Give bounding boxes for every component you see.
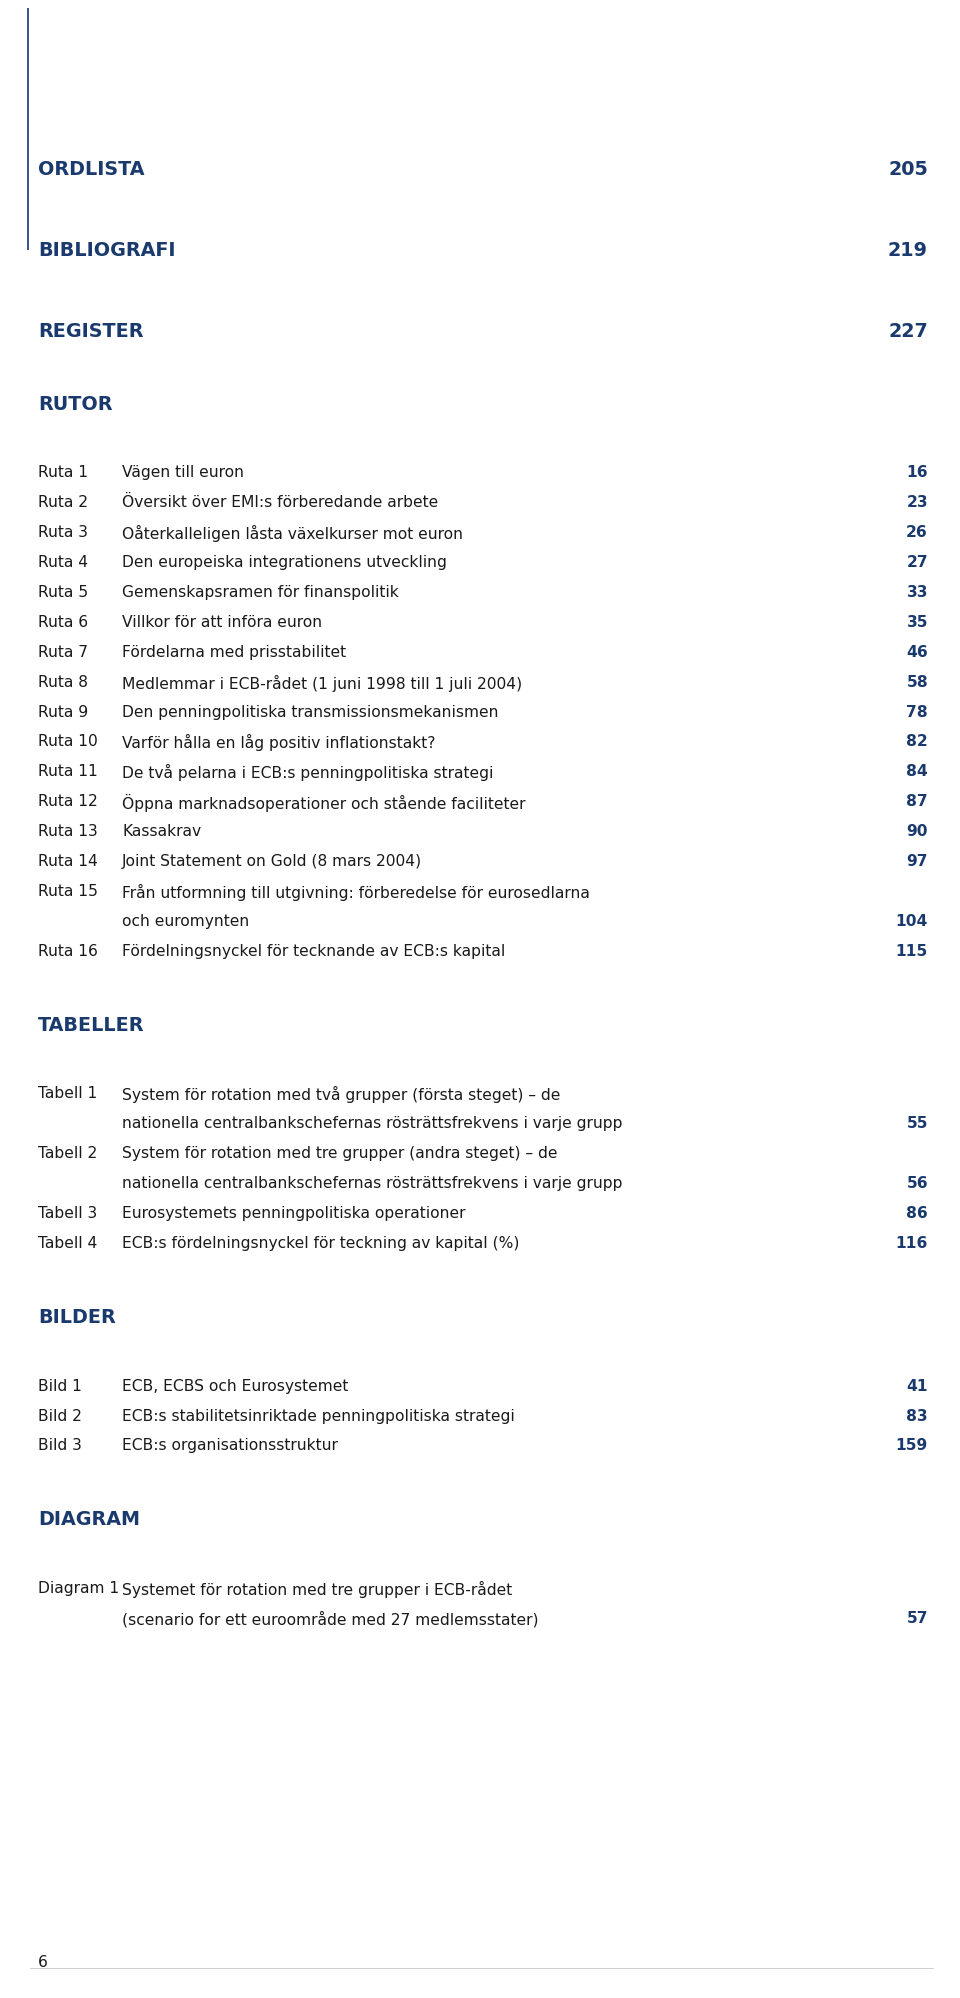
Text: 78: 78 bbox=[906, 705, 928, 719]
Text: 6: 6 bbox=[38, 1954, 48, 1970]
Text: 46: 46 bbox=[906, 645, 928, 659]
Text: och euromynten: och euromynten bbox=[122, 913, 250, 929]
Text: ECB:s stabilitetsinriktade penningpolitiska strategi: ECB:s stabilitetsinriktade penningpoliti… bbox=[122, 1409, 515, 1425]
Text: ECB:s organisationsstruktur: ECB:s organisationsstruktur bbox=[122, 1439, 338, 1453]
Text: ECB, ECBS och Eurosystemet: ECB, ECBS och Eurosystemet bbox=[122, 1379, 348, 1395]
Text: ORDLISTA: ORDLISTA bbox=[38, 160, 145, 180]
Text: 86: 86 bbox=[906, 1207, 928, 1221]
Text: 205: 205 bbox=[888, 160, 928, 180]
Text: 227: 227 bbox=[888, 322, 928, 342]
Text: DIAGRAM: DIAGRAM bbox=[38, 1510, 140, 1528]
Text: 87: 87 bbox=[906, 795, 928, 809]
Text: Tabell 3: Tabell 3 bbox=[38, 1207, 97, 1221]
Text: 56: 56 bbox=[906, 1177, 928, 1191]
Text: 82: 82 bbox=[906, 735, 928, 749]
Text: 159: 159 bbox=[896, 1439, 928, 1453]
Text: Joint Statement on Gold (8 mars 2004): Joint Statement on Gold (8 mars 2004) bbox=[122, 853, 422, 869]
Text: Ruta 6: Ruta 6 bbox=[38, 615, 88, 629]
Text: Kassakrav: Kassakrav bbox=[122, 823, 202, 839]
Text: BILDER: BILDER bbox=[38, 1309, 116, 1327]
Text: System för rotation med tre grupper (andra steget) – de: System för rotation med tre grupper (and… bbox=[122, 1147, 558, 1161]
Text: 116: 116 bbox=[896, 1237, 928, 1251]
Text: 104: 104 bbox=[896, 913, 928, 929]
Text: Från utformning till utgivning: förberedelse för eurosedlarna: Från utformning till utgivning: förbered… bbox=[122, 883, 589, 901]
Text: 23: 23 bbox=[906, 496, 928, 509]
Text: Ruta 10: Ruta 10 bbox=[38, 735, 98, 749]
Text: ECB:s fördelningsnyckel för teckning av kapital (%): ECB:s fördelningsnyckel för teckning av … bbox=[122, 1237, 519, 1251]
Text: Ruta 14: Ruta 14 bbox=[38, 853, 98, 869]
Text: 41: 41 bbox=[906, 1379, 928, 1395]
Text: Systemet för rotation med tre grupper i ECB-rådet: Systemet för rotation med tre grupper i … bbox=[122, 1580, 513, 1598]
Text: Ruta 5: Ruta 5 bbox=[38, 585, 88, 599]
Text: Gemenskapsramen för finanspolitik: Gemenskapsramen för finanspolitik bbox=[122, 585, 398, 599]
Text: 97: 97 bbox=[906, 853, 928, 869]
Text: Bild 2: Bild 2 bbox=[38, 1409, 82, 1425]
Text: Oåterkalleligen låsta växelkurser mot euron: Oåterkalleligen låsta växelkurser mot eu… bbox=[122, 525, 463, 541]
Text: Ruta 15: Ruta 15 bbox=[38, 883, 98, 899]
Text: RUTOR: RUTOR bbox=[38, 394, 112, 414]
Text: Ruta 11: Ruta 11 bbox=[38, 765, 98, 779]
Text: BIBLIOGRAFI: BIBLIOGRAFI bbox=[38, 242, 176, 260]
Text: Den europeiska integrationens utveckling: Den europeiska integrationens utveckling bbox=[122, 555, 446, 569]
Text: Översikt över EMI:s förberedande arbete: Översikt över EMI:s förberedande arbete bbox=[122, 496, 439, 509]
Text: Varför hålla en låg positiv inflationstakt?: Varför hålla en låg positiv inflationsta… bbox=[122, 735, 436, 751]
Text: 57: 57 bbox=[906, 1610, 928, 1626]
Text: Tabell 4: Tabell 4 bbox=[38, 1237, 97, 1251]
Text: 115: 115 bbox=[896, 943, 928, 959]
Text: Ruta 9: Ruta 9 bbox=[38, 705, 88, 719]
Text: 58: 58 bbox=[906, 675, 928, 689]
Text: 84: 84 bbox=[906, 765, 928, 779]
Text: 26: 26 bbox=[906, 525, 928, 539]
Text: 33: 33 bbox=[906, 585, 928, 599]
Text: 90: 90 bbox=[906, 823, 928, 839]
Text: 35: 35 bbox=[906, 615, 928, 629]
Text: REGISTER: REGISTER bbox=[38, 322, 143, 342]
Text: Öppna marknadsoperationer och stående faciliteter: Öppna marknadsoperationer och stående fa… bbox=[122, 795, 525, 813]
Text: Villkor för att införa euron: Villkor för att införa euron bbox=[122, 615, 323, 629]
Text: 55: 55 bbox=[906, 1117, 928, 1131]
Text: Vägen till euron: Vägen till euron bbox=[122, 466, 244, 480]
Text: Medlemmar i ECB-rådet (1 juni 1998 till 1 juli 2004): Medlemmar i ECB-rådet (1 juni 1998 till … bbox=[122, 675, 522, 691]
Text: nationella centralbankschefernas rösträttsfrekvens i varje grupp: nationella centralbankschefernas rösträt… bbox=[122, 1117, 622, 1131]
Text: Den penningpolitiska transmissionsmekanismen: Den penningpolitiska transmissionsmekani… bbox=[122, 705, 498, 719]
Text: 27: 27 bbox=[906, 555, 928, 569]
Text: nationella centralbankschefernas rösträttsfrekvens i varje grupp: nationella centralbankschefernas rösträt… bbox=[122, 1177, 622, 1191]
Text: 16: 16 bbox=[906, 466, 928, 480]
Text: Ruta 1: Ruta 1 bbox=[38, 466, 88, 480]
Text: Bild 1: Bild 1 bbox=[38, 1379, 82, 1395]
Text: Fördelningsnyckel för tecknande av ECB:s kapital: Fördelningsnyckel för tecknande av ECB:s… bbox=[122, 943, 505, 959]
Text: Tabell 1: Tabell 1 bbox=[38, 1087, 97, 1101]
Text: De två pelarna i ECB:s penningpolitiska strategi: De två pelarna i ECB:s penningpolitiska … bbox=[122, 765, 493, 781]
Text: Ruta 12: Ruta 12 bbox=[38, 795, 98, 809]
Text: (scenario for ett euroområde med 27 medlemsstater): (scenario for ett euroområde med 27 medl… bbox=[122, 1610, 539, 1628]
Text: Ruta 3: Ruta 3 bbox=[38, 525, 88, 539]
Text: Ruta 2: Ruta 2 bbox=[38, 496, 88, 509]
Text: Eurosystemets penningpolitiska operationer: Eurosystemets penningpolitiska operation… bbox=[122, 1207, 466, 1221]
Text: TABELLER: TABELLER bbox=[38, 1015, 145, 1035]
Text: Ruta 4: Ruta 4 bbox=[38, 555, 88, 569]
Text: Ruta 8: Ruta 8 bbox=[38, 675, 88, 689]
Text: 83: 83 bbox=[906, 1409, 928, 1425]
Text: 219: 219 bbox=[888, 242, 928, 260]
Text: System för rotation med två grupper (första steget) – de: System för rotation med två grupper (för… bbox=[122, 1087, 561, 1103]
Text: Ruta 16: Ruta 16 bbox=[38, 943, 98, 959]
Text: Ruta 13: Ruta 13 bbox=[38, 823, 98, 839]
Text: Diagram 1: Diagram 1 bbox=[38, 1580, 119, 1596]
Text: Tabell 2: Tabell 2 bbox=[38, 1147, 97, 1161]
Text: Ruta 7: Ruta 7 bbox=[38, 645, 88, 659]
Text: Bild 3: Bild 3 bbox=[38, 1439, 82, 1453]
Text: Fördelarna med prisstabilitet: Fördelarna med prisstabilitet bbox=[122, 645, 347, 659]
